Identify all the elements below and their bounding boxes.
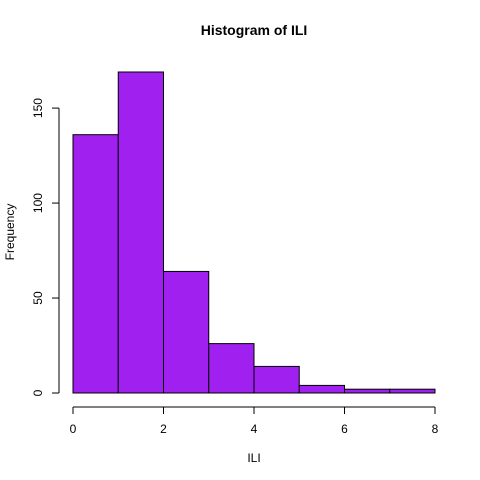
histogram-bar-3: [208, 343, 255, 394]
x-tick-label-1: 2: [160, 422, 167, 436]
chart-title: Histogram of ILI: [201, 22, 308, 38]
x-axis-label: ILI: [247, 451, 260, 465]
histogram-bar-5: [298, 384, 345, 394]
y-tick-label-0: 0: [31, 389, 45, 396]
y-tick-label-2: 100: [31, 193, 45, 213]
histogram-bar-2: [163, 270, 210, 394]
y-tick-label-1: 50: [31, 291, 45, 305]
y-axis: 0 50 100 150: [31, 98, 60, 396]
histogram-bar-4: [253, 365, 300, 394]
bars-group: [72, 71, 436, 394]
x-tick-label-2: 4: [251, 422, 258, 436]
x-axis: 0 2 4 6 8: [70, 406, 439, 436]
x-tick-label-0: 0: [70, 422, 77, 436]
histogram-bar-1: [117, 71, 164, 394]
histogram-bar-7: [389, 388, 436, 394]
histogram-bar-0: [72, 134, 119, 394]
x-tick-label-4: 8: [432, 422, 439, 436]
y-axis-label: Frequency: [3, 204, 17, 261]
x-tick-label-3: 6: [341, 422, 348, 436]
histogram-bar-6: [344, 388, 391, 394]
y-tick-label-3: 150: [31, 98, 45, 118]
